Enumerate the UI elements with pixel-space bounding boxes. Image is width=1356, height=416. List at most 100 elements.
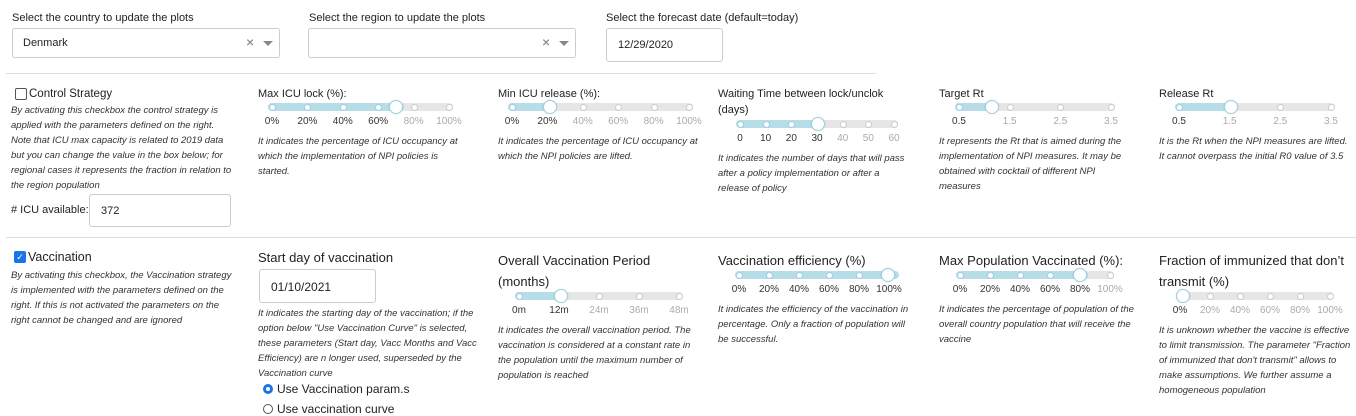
slider-tick-label: 3.5 xyxy=(1324,116,1338,127)
slider-tick xyxy=(676,293,683,300)
slider-tick xyxy=(615,104,623,111)
slider-tick xyxy=(375,104,383,111)
chevron-down-icon[interactable] xyxy=(263,41,273,46)
slider-tick-label: 3.5 xyxy=(1104,116,1118,127)
slider-tick-label: 60% xyxy=(818,284,840,295)
use-vaccination-curve-radio[interactable] xyxy=(263,404,273,414)
slider-help: It represents the Rt that is aimed durin… xyxy=(939,136,1122,192)
slider-tick xyxy=(516,293,523,300)
slider-handle[interactable] xyxy=(811,117,825,131)
slider-fill xyxy=(515,292,563,300)
slider-tick-label: 20% xyxy=(297,116,318,127)
slider-tick xyxy=(509,104,516,111)
slider-tick xyxy=(736,272,743,279)
clear-icon[interactable]: × xyxy=(542,34,551,50)
slider-tick xyxy=(839,121,847,128)
use-vaccination-params-radio[interactable] xyxy=(263,384,273,394)
slider-tick xyxy=(1176,104,1183,111)
slider-tick-label: 60% xyxy=(368,116,389,127)
slider-tick-label: 80% xyxy=(848,284,870,295)
slider-track[interactable] xyxy=(515,289,683,303)
slider-tick-label: 1.5 xyxy=(1002,116,1017,127)
slider-tick-label: 60% xyxy=(1259,305,1281,316)
slider-tick xyxy=(1017,272,1024,279)
start-day-value: 01/10/2021 xyxy=(271,280,332,294)
slider-tick xyxy=(650,104,658,111)
slider-tick xyxy=(957,272,964,279)
slider-tick xyxy=(636,293,643,300)
slider-handle[interactable] xyxy=(389,100,404,114)
slider-tick xyxy=(1237,293,1244,300)
slider-tick xyxy=(579,104,587,111)
slider-label: Max Population Vaccinated (%): xyxy=(939,253,1124,268)
control-strategy-help: By activating this checkbox the control … xyxy=(11,105,232,191)
start-day-label: Start day of vaccination xyxy=(258,250,394,265)
slider-tick xyxy=(987,272,994,279)
vaccination-checkbox[interactable]: ✓ xyxy=(14,251,26,263)
slider-tick-label: 40 xyxy=(837,133,849,144)
slider-tick xyxy=(1057,104,1065,111)
slider-help: It indicates the number of days that wil… xyxy=(718,153,905,194)
control-strategy-checkbox[interactable] xyxy=(15,88,27,100)
slider-tick xyxy=(1207,293,1214,300)
forecast-date-input[interactable]: 12/29/2020 xyxy=(606,28,723,62)
slider-tick-label: 0.5 xyxy=(952,116,966,127)
slider-track[interactable] xyxy=(268,100,453,114)
slider-tick-label: 60 xyxy=(888,133,900,144)
slider-label: Max ICU lock (%): xyxy=(258,88,347,100)
slider-tick-label: 20% xyxy=(1199,305,1221,316)
country-select-value: Denmark xyxy=(23,37,68,49)
region-select[interactable]: × xyxy=(308,28,576,58)
slider-tick-label: 80% xyxy=(1289,305,1311,316)
use-vaccination-params-label: Use Vaccination param.s xyxy=(277,382,410,396)
clear-icon[interactable]: × xyxy=(246,34,255,50)
slider-handle[interactable] xyxy=(984,100,999,114)
slider-tick xyxy=(1006,104,1014,111)
slider-tick-label: 0% xyxy=(952,284,968,295)
slider-track[interactable] xyxy=(1176,289,1334,303)
slider-tick xyxy=(737,121,744,128)
slider-handle[interactable] xyxy=(1072,268,1087,282)
slider-fill xyxy=(508,103,551,111)
slider-handle[interactable] xyxy=(881,268,895,282)
slider-tick-label: 10 xyxy=(760,133,772,144)
slider-tick-label: 20% xyxy=(979,284,1001,295)
slider-tick-label: 50 xyxy=(862,133,874,144)
slider-handle[interactable] xyxy=(1176,289,1190,303)
control-strategy-label: Control Strategy xyxy=(29,88,113,100)
slider-help: It is unknown whether the vaccine is eff… xyxy=(1159,325,1351,396)
chevron-down-icon[interactable] xyxy=(559,41,569,46)
slider-tick-label: 100% xyxy=(436,116,462,127)
slider-tick-label: 80% xyxy=(403,116,424,127)
slider-help: It is the Rt when the NPI measures are l… xyxy=(1159,136,1348,162)
slider-tick xyxy=(796,272,803,279)
slider-track[interactable] xyxy=(1175,100,1335,114)
slider-tick-label: 40% xyxy=(1229,305,1251,316)
slider-tick-label: 100% xyxy=(876,284,902,295)
slider-handle[interactable] xyxy=(542,100,557,114)
country-select[interactable]: Denmark × xyxy=(12,28,280,58)
slider-tick-label: 0 xyxy=(737,133,743,144)
slider-tick-label: 40% xyxy=(572,116,593,127)
slider-tick-label: 30 xyxy=(811,133,823,144)
slider-track[interactable] xyxy=(735,268,899,282)
start-day-input[interactable]: 01/10/2021 xyxy=(259,269,376,303)
slider-handle[interactable] xyxy=(1223,100,1238,114)
icu-available-label: # ICU available: xyxy=(11,204,89,216)
slider-tick-label: 2.5 xyxy=(1273,116,1288,127)
slider-tick xyxy=(1277,104,1285,111)
slider-track[interactable] xyxy=(736,117,898,131)
slider-tick-label: 12m xyxy=(549,305,569,316)
slider-handle[interactable] xyxy=(554,289,568,303)
slider-track[interactable] xyxy=(508,100,693,114)
country-select-label: Select the country to update the plots xyxy=(12,12,194,24)
slider-tick-label: 0% xyxy=(504,116,520,127)
slider-label: Target Rt xyxy=(939,88,984,100)
slider-tick xyxy=(865,121,873,128)
icu-available-input[interactable]: 372 xyxy=(89,194,231,227)
slider-fill xyxy=(1175,103,1234,111)
slider-track[interactable] xyxy=(956,268,1114,282)
slider-fill xyxy=(955,103,993,111)
slider-track[interactable] xyxy=(955,100,1115,114)
slider-tick-label: 40% xyxy=(788,284,810,295)
